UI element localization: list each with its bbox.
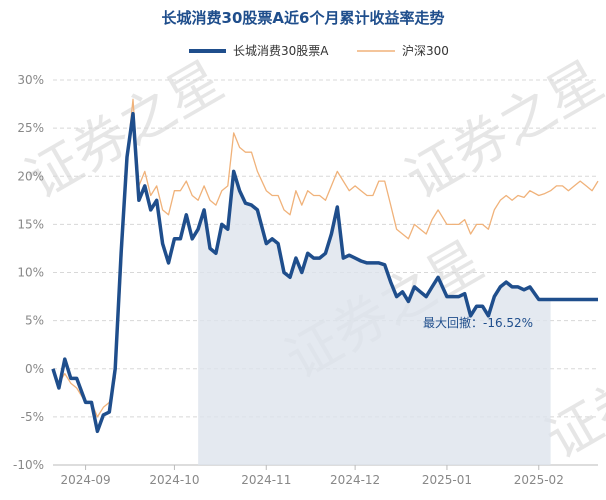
- y-tick-label: 10%: [17, 266, 44, 280]
- y-tick-label: 30%: [17, 73, 44, 87]
- x-tick-label: 2024-10: [149, 473, 199, 487]
- legend-label-fund: 长城消费30股票A: [233, 44, 329, 58]
- y-tick-label: 25%: [17, 121, 44, 135]
- watermark-text-2: 证券之星: [395, 49, 606, 212]
- x-axis: 2024-09 2024-10 2024-11 2024-12 2025-01 2025-…: [53, 464, 598, 487]
- legend-label-index: 沪深300: [402, 44, 449, 58]
- plot-area: [51, 98, 599, 465]
- x-tick-label: 2024-12: [330, 473, 380, 487]
- y-tick-label: 15%: [17, 217, 44, 231]
- legend: 长城消费30股票A 沪深300: [189, 44, 449, 58]
- y-tick-label: 20%: [17, 169, 44, 183]
- chart-title: 长城消费30股票A近6个月累计收益率走势: [162, 9, 445, 27]
- drawdown-area: [198, 171, 551, 465]
- series-line-index: [52, 98, 599, 418]
- x-tick-label: 2025-01: [422, 473, 472, 487]
- series-line-fund: [51, 111, 598, 434]
- y-tick-label: 0%: [25, 362, 44, 376]
- y-tick-label: 5%: [25, 314, 44, 328]
- max-drawdown-annotation: 最大回撤：-16.52%: [423, 315, 533, 330]
- y-axis: 30% 25% 20% 15% 10% 5% 0% -5% -10%: [13, 73, 44, 472]
- y-tick-label: -10%: [13, 458, 44, 472]
- x-tick-label: 2024-09: [61, 473, 111, 487]
- x-tick-label: 2025-02: [514, 473, 564, 487]
- y-tick-label: -5%: [21, 410, 44, 424]
- x-tick-label: 2024-11: [241, 473, 291, 487]
